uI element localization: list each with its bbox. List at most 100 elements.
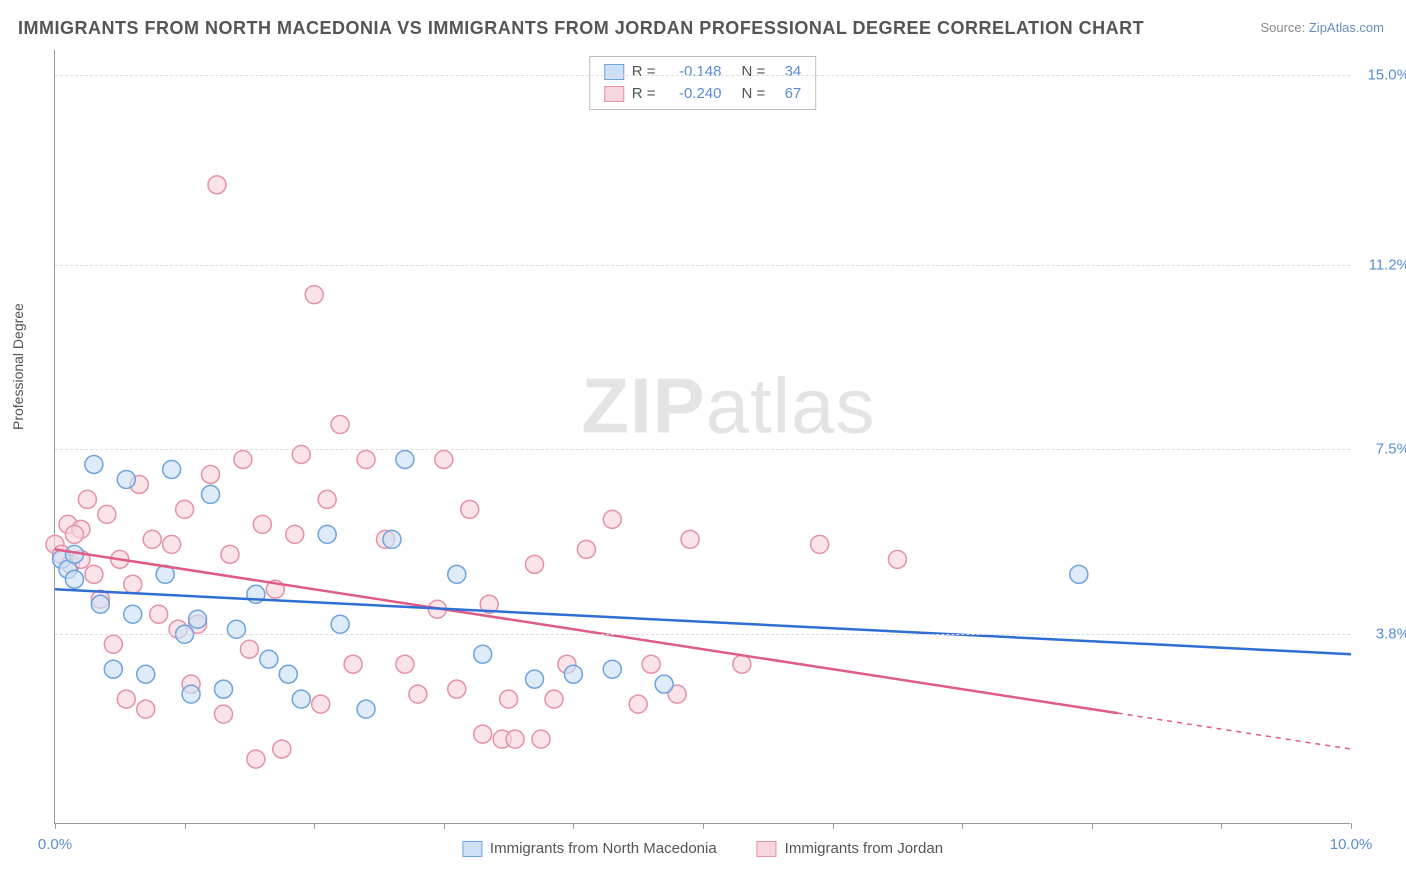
scatter-point xyxy=(603,510,621,528)
scatter-point xyxy=(78,490,96,508)
scatter-point xyxy=(247,750,265,768)
scatter-point xyxy=(811,535,829,553)
r-value: -0.240 xyxy=(664,83,722,105)
scatter-point xyxy=(888,550,906,568)
scatter-point xyxy=(65,525,83,543)
x-tick xyxy=(1351,823,1352,829)
source-attribution: Source: ZipAtlas.com xyxy=(1260,20,1384,35)
grid-line xyxy=(55,265,1350,266)
scatter-point xyxy=(124,575,142,593)
scatter-point xyxy=(383,530,401,548)
scatter-point xyxy=(532,730,550,748)
scatter-point xyxy=(117,690,135,708)
scatter-point xyxy=(396,450,414,468)
x-tick xyxy=(1221,823,1222,829)
source-prefix: Source: xyxy=(1260,20,1308,35)
scatter-point xyxy=(150,605,168,623)
scatter-point xyxy=(124,605,142,623)
scatter-point xyxy=(117,470,135,488)
scatter-point xyxy=(1070,565,1088,583)
scatter-point xyxy=(461,500,479,518)
x-tick xyxy=(833,823,834,829)
grid-line xyxy=(55,75,1350,76)
scatter-point xyxy=(176,500,194,518)
scatter-point xyxy=(435,450,453,468)
x-tick xyxy=(703,823,704,829)
scatter-point xyxy=(526,670,544,688)
scatter-point xyxy=(331,416,349,434)
scatter-point xyxy=(286,525,304,543)
scatter-point xyxy=(357,700,375,718)
scatter-point xyxy=(143,530,161,548)
x-tick xyxy=(1092,823,1093,829)
scatter-point xyxy=(214,680,232,698)
scatter-svg xyxy=(55,50,1350,823)
y-tick-label: 7.5% xyxy=(1358,441,1406,458)
scatter-point xyxy=(474,645,492,663)
scatter-point xyxy=(448,565,466,583)
scatter-point xyxy=(506,730,524,748)
series-swatch xyxy=(604,64,624,80)
scatter-point xyxy=(214,705,232,723)
source-link[interactable]: ZipAtlas.com xyxy=(1309,20,1384,35)
x-tick xyxy=(185,823,186,829)
y-tick-label: 3.8% xyxy=(1358,626,1406,643)
scatter-point xyxy=(733,655,751,673)
x-tick xyxy=(55,823,56,829)
x-tick xyxy=(962,823,963,829)
y-tick-label: 15.0% xyxy=(1358,66,1406,83)
scatter-point xyxy=(273,740,291,758)
grid-line xyxy=(55,634,1350,635)
scatter-point xyxy=(85,455,103,473)
series-name: Immigrants from Jordan xyxy=(785,840,943,857)
scatter-point xyxy=(202,465,220,483)
scatter-point xyxy=(163,535,181,553)
scatter-point xyxy=(603,660,621,678)
series-swatch xyxy=(604,86,624,102)
r-value: -0.148 xyxy=(664,61,722,83)
n-value: 67 xyxy=(773,83,801,105)
scatter-point xyxy=(642,655,660,673)
n-label: N = xyxy=(742,61,766,83)
x-tick xyxy=(573,823,574,829)
scatter-point xyxy=(629,695,647,713)
scatter-point xyxy=(227,620,245,638)
series-swatch xyxy=(462,841,482,857)
scatter-point xyxy=(344,655,362,673)
scatter-point xyxy=(545,690,563,708)
scatter-point xyxy=(357,450,375,468)
scatter-point xyxy=(655,675,673,693)
legend-stats-row: R = -0.240 N = 67 xyxy=(604,83,802,105)
scatter-point xyxy=(91,595,109,613)
x-tick-label: 0.0% xyxy=(38,836,72,853)
n-value: 34 xyxy=(773,61,801,83)
scatter-point xyxy=(104,660,122,678)
scatter-point xyxy=(500,690,518,708)
scatter-point xyxy=(137,700,155,718)
scatter-point xyxy=(240,640,258,658)
scatter-point xyxy=(312,695,330,713)
grid-line xyxy=(55,449,1350,450)
bottom-legend: Immigrants from North Macedonia Immigran… xyxy=(462,840,943,857)
scatter-point xyxy=(305,286,323,304)
legend-item: Immigrants from North Macedonia xyxy=(462,840,717,857)
scatter-point xyxy=(104,635,122,653)
y-tick-label: 11.2% xyxy=(1358,256,1406,273)
scatter-point xyxy=(318,525,336,543)
scatter-point xyxy=(85,565,103,583)
legend-item: Immigrants from Jordan xyxy=(757,840,943,857)
series-swatch xyxy=(757,841,777,857)
scatter-point xyxy=(292,445,310,463)
scatter-point xyxy=(65,570,83,588)
scatter-point xyxy=(409,685,427,703)
scatter-point xyxy=(253,515,271,533)
chart-title: IMMIGRANTS FROM NORTH MACEDONIA VS IMMIG… xyxy=(18,18,1144,39)
scatter-point xyxy=(577,540,595,558)
scatter-point xyxy=(202,485,220,503)
scatter-point xyxy=(564,665,582,683)
scatter-point xyxy=(681,530,699,548)
chart-plot-area: ZIPatlas R = -0.148 N = 34 R = -0.240 N … xyxy=(54,50,1350,824)
scatter-point xyxy=(260,650,278,668)
y-axis-label: Professional Degree xyxy=(10,303,26,430)
regression-line-extrapolated xyxy=(1118,713,1351,749)
